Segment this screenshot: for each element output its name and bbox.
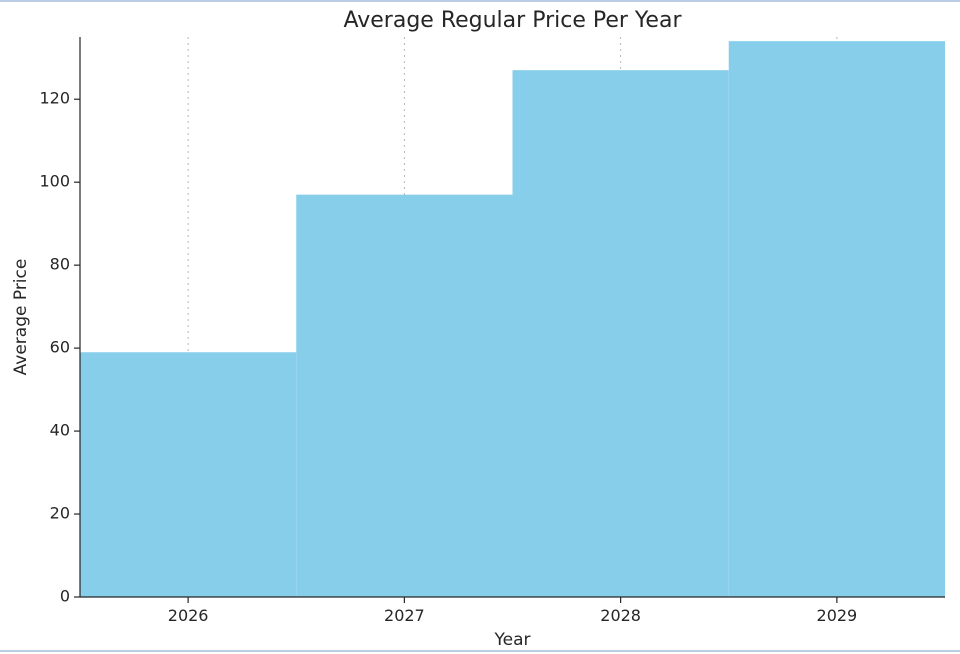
x-tick-label: 2029	[817, 606, 858, 625]
y-tick-label: 120	[39, 89, 70, 108]
bar-chart: 0 20 40 60 80 100 120 2026 2027 2028 2029 Year Avera…	[0, 2, 960, 654]
y-tick-label: 0	[60, 587, 70, 606]
y-tick-label: 40	[50, 421, 70, 440]
y-tick-label: 100	[39, 172, 70, 191]
bar	[513, 70, 729, 597]
chart-frame: 0 20 40 60 80 100 120 2026 2027 2028 2029 Year Avera…	[0, 0, 960, 652]
bar	[729, 41, 945, 597]
x-tick-label: 2027	[384, 606, 425, 625]
y-tick-label: 20	[50, 504, 70, 523]
bar	[296, 195, 512, 597]
bar	[80, 352, 296, 597]
y-tick-label: 60	[50, 338, 70, 357]
chart-title: Average Regular Price Per Year	[343, 8, 682, 33]
chart-container: 0 20 40 60 80 100 120 2026 2027 2028 2029 Year Avera…	[0, 2, 960, 650]
y-axis-label: Average Price	[11, 259, 31, 376]
x-tick-label: 2026	[168, 606, 209, 625]
x-axis-label: Year	[494, 630, 531, 650]
y-tick-label: 80	[50, 255, 70, 274]
x-tick-label: 2028	[600, 606, 641, 625]
